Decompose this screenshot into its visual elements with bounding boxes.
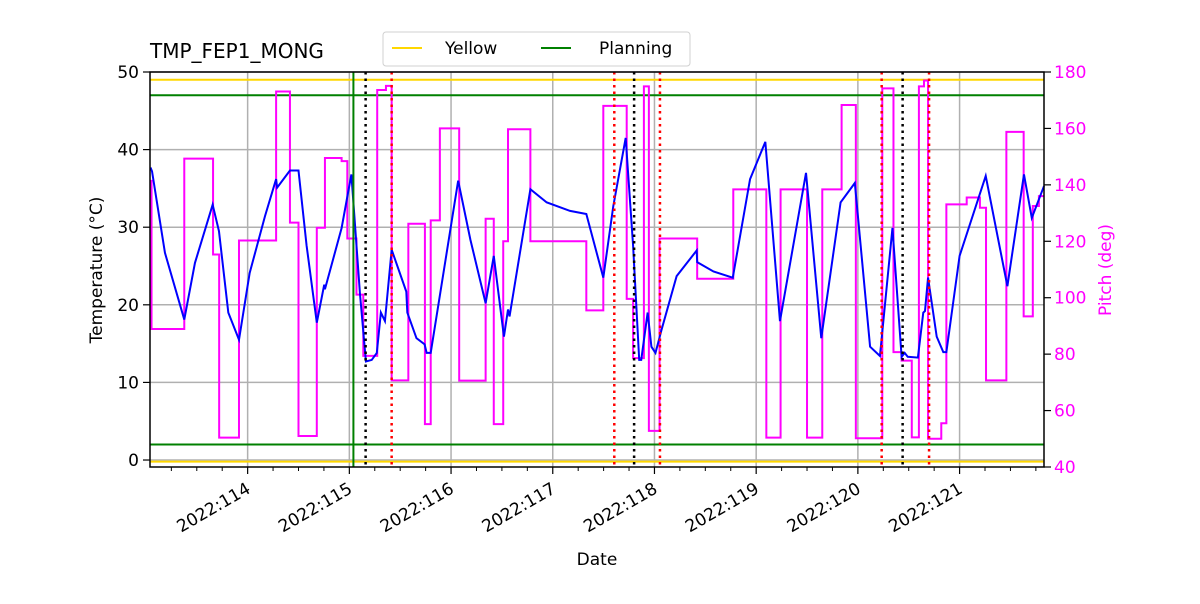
y2-axis-label: Pitch (deg) (1096, 224, 1116, 316)
vertical-markers (352, 72, 931, 467)
limit-lines (150, 78, 1044, 463)
chart-title: TMP_FEP1_MONG (149, 39, 324, 63)
y2-tick-label: 180 (1054, 63, 1086, 83)
legend-box (382, 31, 691, 67)
y-tick-label: 10 (117, 373, 139, 393)
y2-tick-label: 160 (1054, 119, 1086, 139)
legend-yellow-label: Yellow (444, 39, 497, 59)
y2-tick-label: 140 (1054, 176, 1086, 196)
legend: Yellow Planning (382, 31, 691, 67)
plot-frame (149, 71, 1045, 468)
legend-planning-label: Planning (599, 39, 672, 59)
y2-tick-label: 100 (1054, 289, 1086, 309)
y-axis-label: Temperature (°C) (87, 197, 107, 345)
y-tick-label: 20 (117, 296, 139, 316)
temperature-series-line (149, 137, 1045, 363)
y-tick-label: 0 (128, 451, 139, 471)
y2-tick-label: 80 (1054, 345, 1076, 365)
x-axis-label: Date (577, 550, 618, 570)
y2-tick-label: 120 (1054, 232, 1086, 252)
y2-tick-label: 40 (1054, 458, 1076, 478)
y-tick-label: 40 (117, 141, 139, 161)
y-tick-label: 30 (117, 218, 139, 238)
y-tick-label: 50 (117, 63, 139, 83)
y2-tick-label: 60 (1054, 402, 1076, 422)
